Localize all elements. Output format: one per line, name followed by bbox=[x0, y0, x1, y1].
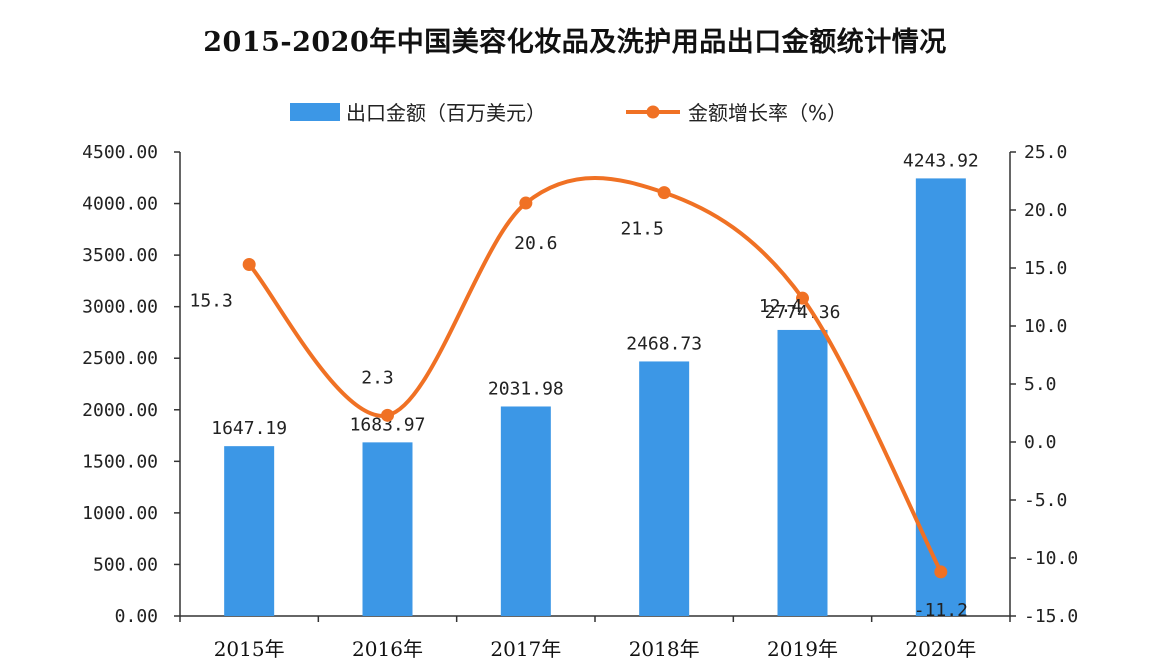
y-right-tick-label: 0.0 bbox=[1024, 432, 1057, 453]
bar bbox=[362, 442, 413, 616]
bar-data-label: 2468.73 bbox=[626, 333, 702, 354]
y-right-tick-label: -10.0 bbox=[1024, 548, 1078, 569]
y-left-tick-label: 2500.00 bbox=[82, 348, 158, 369]
y-left-tick-label: 3000.00 bbox=[82, 297, 158, 318]
bar bbox=[777, 329, 828, 616]
bar-data-label: 4243.92 bbox=[903, 150, 979, 171]
line-data-label: 12.4 bbox=[759, 296, 802, 317]
x-tick-label: 2019年 bbox=[767, 637, 838, 661]
y-left-tick-label: 3500.00 bbox=[82, 245, 158, 266]
line-data-label: 21.5 bbox=[620, 219, 663, 240]
y-right-tick-label: 10.0 bbox=[1024, 316, 1067, 337]
bar-data-label: 1647.19 bbox=[211, 418, 287, 439]
y-right-tick-label: 5.0 bbox=[1024, 374, 1057, 395]
bar-series bbox=[224, 178, 966, 616]
bar-data-label: 2774.36 bbox=[765, 302, 841, 323]
growth-point bbox=[657, 186, 671, 200]
y-left-tick-label: 500.00 bbox=[93, 554, 158, 575]
x-tick-label: 2016年 bbox=[352, 637, 423, 661]
growth-point bbox=[796, 291, 809, 305]
y-right-tick-label: 15.0 bbox=[1024, 258, 1067, 279]
growth-point bbox=[519, 196, 533, 210]
bar bbox=[915, 178, 966, 616]
y-left-tick-label: 1000.00 bbox=[82, 503, 158, 524]
y-right-tick-label: 20.0 bbox=[1024, 200, 1067, 221]
line-data-labels: 15.3 2.3 20.6 21.5 12.4 -11.2 bbox=[189, 219, 967, 621]
bar bbox=[639, 361, 690, 616]
line-data-label: 20.6 bbox=[514, 233, 557, 254]
bar-data-labels: 1647.19 1683.97 2031.98 2468.73 2774.36 4243.… bbox=[211, 150, 979, 439]
growth-point bbox=[242, 258, 256, 272]
y-left-tick-label: 1500.00 bbox=[82, 451, 158, 472]
growth-point bbox=[934, 565, 948, 579]
growth-point bbox=[381, 408, 394, 422]
chart-title: 2015-2020年中国美容化妆品及洗护用品出口金额统计情况 bbox=[203, 27, 947, 58]
growth-line-series bbox=[242, 176, 948, 579]
y-left-tick-label: 0.00 bbox=[115, 606, 158, 627]
legend-line-label: 金额增长率（%） bbox=[688, 101, 847, 125]
growth-line bbox=[247, 176, 943, 573]
x-tick-label: 2020年 bbox=[905, 637, 976, 661]
legend: 出口金额（百万美元） 金额增长率（%） bbox=[290, 101, 847, 125]
y-left-tick-label: 4000.00 bbox=[82, 194, 158, 215]
legend-bar-swatch bbox=[290, 103, 340, 121]
line-data-label: -11.2 bbox=[914, 600, 968, 621]
bar bbox=[224, 446, 275, 616]
legend-bar-label: 出口金额（百万美元） bbox=[346, 101, 546, 125]
bar bbox=[500, 406, 551, 616]
y-right-tick-label: 25.0 bbox=[1024, 142, 1067, 163]
y-right-tick-label: -15.0 bbox=[1024, 606, 1078, 627]
y-left-tick-label: 4500.00 bbox=[82, 142, 158, 163]
line-data-label: 2.3 bbox=[361, 367, 394, 388]
bar-data-label: 2031.98 bbox=[488, 378, 564, 399]
bar-data-label: 1683.97 bbox=[350, 414, 426, 435]
x-tick-label: 2017年 bbox=[490, 637, 561, 661]
y-right-tick-label: -5.0 bbox=[1024, 490, 1067, 511]
line-data-label: 15.3 bbox=[189, 291, 232, 312]
legend-line-marker bbox=[646, 105, 660, 119]
y-left-tick-label: 2000.00 bbox=[82, 400, 158, 421]
axes: 0.00 500.00 1000.00 1500.00 2000.00 2500.00 30… bbox=[82, 142, 1078, 661]
x-tick-label: 2015年 bbox=[214, 637, 285, 661]
x-tick-label: 2018年 bbox=[629, 637, 700, 661]
